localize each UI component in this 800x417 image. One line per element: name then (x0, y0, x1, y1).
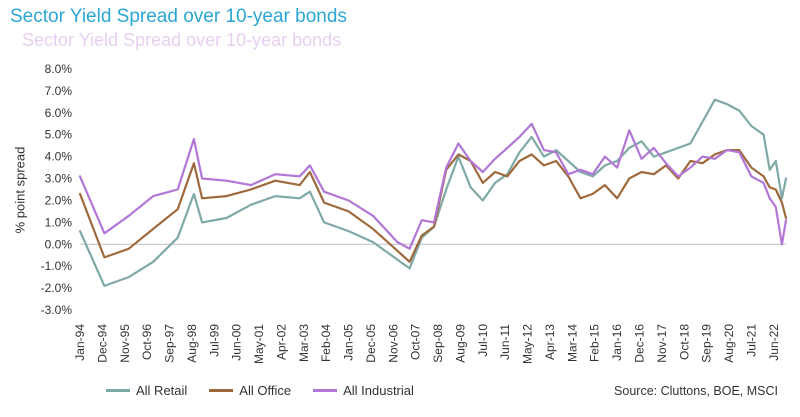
legend: All Retail All Office All Industrial (106, 383, 414, 398)
legend-label-retail: All Retail (136, 383, 188, 398)
x-tick-label: Jan-05 (342, 324, 356, 361)
x-tick-label: Feb-04 (319, 324, 333, 362)
x-tick-label: Dec-05 (364, 324, 378, 363)
legend-swatch-retail (106, 389, 130, 392)
y-tick-label: -1.0% (41, 259, 73, 273)
x-tick-label: Oct-07 (409, 324, 423, 360)
x-tick-label: Mar-03 (297, 324, 311, 362)
y-tick-label: 7.0% (45, 84, 73, 98)
x-tick-label: Oct-96 (140, 324, 154, 360)
title-ghost: Sector Yield Spread over 10-year bonds (22, 30, 342, 50)
x-tick-label: May-12 (521, 324, 535, 364)
series-line-1 (78, 149, 788, 263)
x-tick-label: Jul-21 (744, 324, 758, 357)
y-tick-label: 1.0% (45, 215, 73, 229)
x-tick-label: Dec-94 (95, 324, 109, 363)
x-tick-label: Sep-19 (700, 324, 714, 363)
legend-swatch-office (209, 389, 234, 392)
x-tick-label: Aug-09 (453, 324, 467, 363)
y-tick-label: 0.0% (45, 237, 73, 251)
y-tick-label: 4.0% (45, 150, 73, 164)
y-tick-label: 8.0% (45, 62, 73, 76)
x-tick-label: Nov-06 (386, 324, 400, 363)
series-line-0 (78, 98, 788, 287)
legend-item-retail: All Retail (106, 383, 187, 398)
x-tick-label: Jul-99 (207, 324, 221, 357)
x-tick-label: Apr-13 (543, 324, 557, 360)
x-tick-label: Aug-98 (185, 324, 199, 363)
y-tick-label: 5.0% (45, 128, 73, 142)
legend-item-industrial: All Industrial (313, 383, 414, 398)
x-tick-label: Jul-10 (476, 324, 490, 357)
x-tick-label: Jun-11 (498, 324, 512, 360)
x-tick-label: Nov-17 (655, 324, 669, 363)
x-tick-label: Sep-08 (431, 324, 445, 363)
x-tick-label: Jun-22 (767, 324, 781, 361)
series-line-2 (78, 122, 788, 250)
x-tick-label: May-01 (252, 324, 266, 364)
x-tick-label: Apr-02 (274, 324, 288, 360)
x-tick-label: Mar-14 (565, 324, 579, 362)
x-tick-label: Jun-00 (230, 324, 244, 361)
legend-item-office: All Office (209, 383, 291, 398)
legend-label-office: All Office (239, 383, 292, 398)
x-tick-label: Jan-16 (610, 324, 624, 361)
y-tick-label: 6.0% (45, 106, 73, 120)
x-tick-label: Nov-95 (118, 324, 132, 363)
x-tick-label: Aug-20 (722, 324, 736, 363)
x-tick-label: Sep-97 (163, 324, 177, 363)
y-tick-label: -2.0% (41, 281, 73, 295)
source-note: Source: Cluttons, BOE, MSCI (614, 384, 778, 398)
x-tick-label: Oct-18 (677, 324, 691, 360)
y-tick-label: -3.0% (41, 303, 73, 317)
x-tick-label: Jan-94 (73, 324, 87, 361)
y-tick-label: 3.0% (45, 172, 73, 186)
chart-title: Sector Yield Spread over 10-year bonds (10, 6, 347, 27)
legend-swatch-industrial (313, 389, 338, 392)
y-tick-label: 2.0% (45, 193, 73, 207)
legend-label-industrial: All Industrial (343, 383, 414, 398)
x-tick-label: Feb-15 (588, 324, 602, 362)
x-tick-label: Dec-16 (633, 324, 647, 363)
